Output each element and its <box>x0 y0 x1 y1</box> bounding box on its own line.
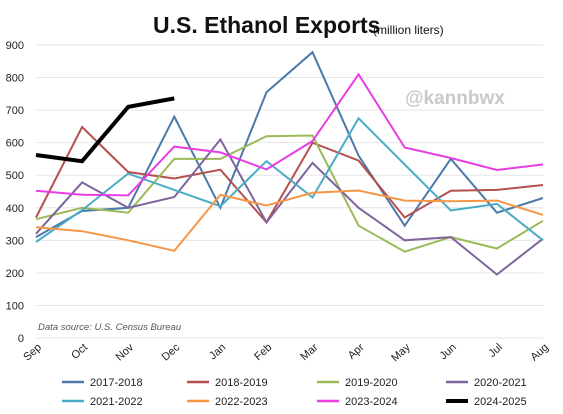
x-tick-label: Jun <box>438 341 459 362</box>
chart-title: U.S. Ethanol Exports <box>153 12 380 38</box>
series-line-2021-2022 <box>35 116 544 243</box>
y-tick-label: 100 <box>6 300 24 312</box>
x-tick-label: Jul <box>486 341 504 359</box>
series-line-2022-2023 <box>35 189 544 252</box>
data-source-note: Data source: U.S. Census Bureau <box>38 322 182 333</box>
x-tick-label: Apr <box>346 341 367 362</box>
legend: 2017-2018 2018-2019 2019-2020 2020-2021 2021… <box>62 377 527 408</box>
y-tick-label: 400 <box>6 203 24 215</box>
series-line-2018-2019 <box>35 125 544 225</box>
legend-label: 2018-2019 <box>215 377 268 389</box>
series-lines <box>35 50 544 276</box>
legend-label: 2022-2023 <box>215 396 268 408</box>
series-line-2024-2025 <box>35 96 175 164</box>
x-tick-label: Dec <box>160 341 183 363</box>
series-line-2019-2020 <box>35 134 544 253</box>
legend-label: 2017-2018 <box>90 377 143 389</box>
y-tick-label: 900 <box>6 40 24 52</box>
legend-label: 2023-2024 <box>345 396 398 408</box>
y-axis-ticks: 0 100 200 300 400 500 600 700 800 900 <box>6 40 24 345</box>
y-tick-label: 700 <box>6 105 24 117</box>
x-axis-ticks: Sep Oct Nov Dec Jan Feb Mar Apr May Jun Jul Aug <box>21 341 551 364</box>
legend-label: 2019-2020 <box>345 377 398 389</box>
y-tick-label: 500 <box>6 170 24 182</box>
x-tick-label: Sep <box>21 341 44 363</box>
x-tick-label: Nov <box>114 341 137 363</box>
x-tick-label: Jan <box>207 341 228 362</box>
legend-label: 2021-2022 <box>90 396 143 408</box>
series-line-2020-2021 <box>35 137 544 276</box>
x-tick-label: Mar <box>298 341 320 363</box>
series-line-2023-2024 <box>35 72 544 197</box>
legend-label: 2024-2025 <box>474 396 527 408</box>
x-tick-label: Aug <box>528 341 551 363</box>
y-tick-label: 200 <box>6 268 24 280</box>
gridlines <box>36 44 543 339</box>
y-tick-label: 800 <box>6 73 24 85</box>
x-tick-label: May <box>389 341 413 364</box>
watermark: @kannbwx <box>405 88 505 109</box>
x-tick-label: Feb <box>252 341 274 363</box>
x-tick-label: Oct <box>69 341 90 361</box>
legend-label: 2020-2021 <box>474 377 527 389</box>
y-tick-label: 0 <box>18 333 24 345</box>
series-line-2017-2018 <box>35 50 544 238</box>
chart-subtitle: (million liters) <box>373 23 444 37</box>
y-tick-label: 300 <box>6 235 24 247</box>
y-tick-label: 600 <box>6 138 24 150</box>
